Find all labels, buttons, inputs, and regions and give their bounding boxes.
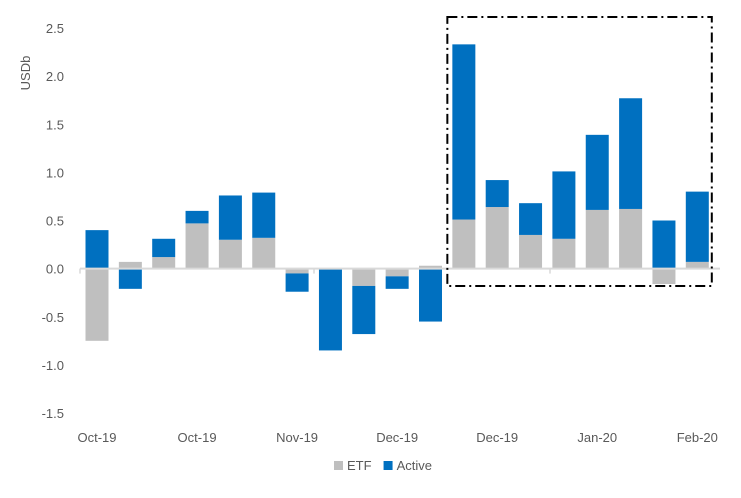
highlight-box — [446, 16, 713, 287]
y-tick-label: 1.5 — [46, 117, 64, 132]
bar-etf — [552, 238, 576, 269]
x-tick-label: Jan-20 — [577, 430, 617, 445]
bar-etf — [252, 237, 276, 269]
y-tick-label: 0.0 — [46, 262, 64, 277]
bar-active — [519, 203, 543, 235]
bar-etf — [652, 268, 676, 285]
x-tick-label: Oct-19 — [77, 430, 116, 445]
bar-active — [218, 195, 242, 240]
bar-active — [318, 268, 342, 351]
bar-etf — [185, 223, 209, 269]
bar-active — [385, 276, 409, 289]
bar-active — [452, 44, 476, 220]
legend-label-etf: ETF — [347, 458, 372, 473]
bar-etf — [152, 257, 176, 269]
bar-etf — [385, 268, 409, 277]
bar-active — [285, 273, 309, 292]
y-tick-label: 2.0 — [46, 69, 64, 84]
legend-swatch-etf — [334, 461, 343, 470]
y-tick-label: -1.5 — [42, 406, 64, 421]
legend-swatch-active — [383, 461, 393, 470]
y-axis-label: USDb — [18, 56, 33, 91]
y-tick-label: -1.0 — [42, 358, 64, 373]
bar-etf — [285, 268, 309, 274]
bar-etf — [619, 208, 643, 269]
bar-active — [85, 230, 109, 269]
x-tick-label: Dec-19 — [476, 430, 518, 445]
bar-active — [619, 98, 643, 209]
bar-etf — [419, 265, 442, 269]
bar-etf — [352, 268, 376, 286]
bar-active — [352, 285, 376, 335]
legend-label-active: Active — [397, 458, 432, 473]
bar-etf — [485, 207, 509, 269]
bar-active — [685, 191, 709, 262]
x-tick-label: Oct-19 — [178, 430, 217, 445]
bar-active — [118, 268, 142, 289]
y-tick-label: 2.5 — [46, 21, 64, 36]
x-tick-label: Dec-19 — [376, 430, 418, 445]
bar-etf — [85, 268, 109, 341]
x-tick-label: Nov-19 — [276, 430, 318, 445]
bar-active — [252, 192, 276, 238]
y-tick-label: -0.5 — [42, 310, 64, 325]
bar-active — [419, 268, 442, 322]
y-tick-label: 1.0 — [46, 165, 64, 180]
bar-active — [585, 134, 609, 210]
bar-etf — [585, 209, 609, 269]
y-tick-label: 0.5 — [46, 214, 64, 229]
bar-etf — [685, 261, 709, 269]
bar-etf — [452, 219, 476, 269]
x-tick-label: Feb-20 — [677, 430, 718, 445]
bar-active — [152, 238, 176, 258]
bar-etf — [519, 234, 543, 269]
bar-active — [185, 210, 209, 224]
bar-active — [485, 180, 509, 208]
bar-etf — [118, 261, 142, 269]
bar-active — [552, 171, 576, 239]
bar-active — [652, 220, 676, 269]
bar-etf — [218, 239, 242, 269]
